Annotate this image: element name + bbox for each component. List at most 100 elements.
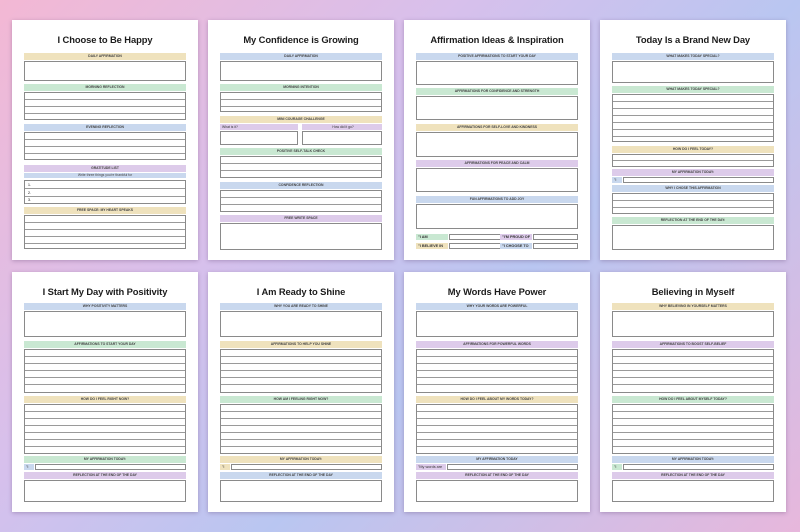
prompt-proud: "I'M PROUD OF — [500, 234, 532, 240]
write-lines[interactable] — [220, 404, 382, 454]
write-box[interactable] — [416, 311, 578, 337]
write-box[interactable] — [416, 61, 578, 85]
write-lines[interactable] — [220, 92, 382, 112]
section-header-affirmation: MY AFFIRMATION TODAY — [416, 456, 578, 463]
write-box[interactable] — [416, 480, 578, 502]
page-title: I Am Ready to Shine — [256, 286, 346, 297]
how-label: How did it go? — [302, 124, 382, 130]
write-lines[interactable] — [612, 404, 774, 454]
write-box[interactable] — [220, 131, 298, 145]
prompt-believe: "I BELIEVE IN — [416, 243, 448, 249]
section-header-affirmation: MY AFFIRMATION TODAY: — [612, 456, 774, 463]
section-header-feel: HOW DO I FEEL RIGHT NOW? — [24, 396, 186, 403]
affirmation-input[interactable] — [623, 464, 774, 470]
section-header-feel: HOW DO I FEEL ABOUT MYSELF TODAY? — [612, 396, 774, 403]
section-header-why: WHY POSITIVITY MATTERS — [24, 303, 186, 310]
section-header-mini-challenge: MINI COURAGE CHALLENGE — [220, 116, 382, 123]
gratitude-number: 3. — [28, 198, 31, 202]
section-header-confidence: CONFIDENCE REFLECTION — [220, 182, 382, 189]
section-header-free-write: FREE WRITE SPACE — [220, 215, 382, 222]
i-am-label: "I am — [220, 464, 230, 475]
write-lines[interactable] — [416, 349, 578, 393]
write-lines[interactable] — [24, 215, 186, 249]
affirmation-input[interactable] — [447, 464, 578, 470]
write-box[interactable] — [220, 480, 382, 502]
prompt-i-am: "I AM — [416, 234, 448, 240]
section-header-reflection: REFLECTION AT THE END OF THE DAY: — [612, 217, 774, 224]
affirmation-input[interactable] — [623, 177, 774, 183]
prompt-choose: "I CHOOSE TO — [500, 243, 532, 249]
planner-page-7: My Words Have Power WHY YOUR WORDS ARE P… — [404, 272, 590, 512]
write-lines[interactable] — [612, 349, 774, 393]
planner-page-3: Affirmation Ideas & Inspiration POSITIVE… — [404, 20, 590, 260]
write-box[interactable] — [220, 61, 382, 81]
section-header-why: WHY I CHOSE THIS AFFIRMATION — [612, 185, 774, 192]
i-am-label: "I am — [612, 177, 622, 188]
section-header-reflection: REFLECTION AT THE END OF THE DAY — [416, 472, 578, 479]
section-header-reflection: REFLECTION AT THE END OF THE DAY — [220, 472, 382, 479]
write-lines[interactable] — [612, 94, 774, 142]
write-box[interactable] — [24, 61, 186, 81]
write-box[interactable] — [24, 311, 186, 337]
page-title: Affirmation Ideas & Inspiration — [430, 34, 564, 45]
prompt-input[interactable] — [449, 234, 502, 240]
section-header-reflection: REFLECTION AT THE END OF THE DAY — [612, 472, 774, 479]
affirmation-input[interactable] — [231, 464, 382, 470]
write-lines[interactable] — [220, 190, 382, 212]
section-header-feel: HOW DO I FEEL TODAY? — [612, 146, 774, 153]
section-header-why: WHY YOU ARE READY TO SHINE — [220, 303, 382, 310]
write-lines[interactable] — [24, 404, 186, 454]
write-box[interactable] — [24, 480, 186, 502]
gratitude-list[interactable]: 1. 2. 3. — [24, 180, 186, 204]
section-header-gratitude: GRATITUDE LIST — [24, 165, 186, 172]
write-box[interactable] — [220, 311, 382, 337]
section-header-affirm: AFFIRMATIONS TO BOOST SELF-BELIEF — [612, 341, 774, 348]
page-title: My Words Have Power — [447, 286, 547, 297]
section-header-free: FREE SPACE: MY HEART SPEAKS — [24, 207, 186, 214]
affirmation-input[interactable] — [35, 464, 186, 470]
page-title: My Confidence is Growing — [243, 34, 359, 45]
page-title: Believing in Myself — [651, 286, 735, 297]
planner-page-8: Believing in Myself WHY BELIEVING IN YOU… — [600, 272, 786, 512]
section-header-affirm: AFFIRMATIONS FOR POWERFUL WORDS — [416, 341, 578, 348]
write-lines[interactable] — [24, 132, 186, 160]
prompt-input[interactable] — [533, 234, 578, 240]
write-box[interactable] — [416, 96, 578, 120]
section-header-selftalk: POSITIVE SELF-TALK CHECK — [220, 148, 382, 155]
section-header-special: WHAT MAKES TODAY SPECIAL? — [612, 53, 774, 60]
section-header-why: WHY YOUR WORDS ARE POWERFUL — [416, 303, 578, 310]
write-box[interactable] — [612, 480, 774, 502]
prompt-input[interactable] — [533, 243, 578, 249]
section-header-start: POSITIVE AFFIRMATIONS TO START YOUR DAY — [416, 53, 578, 60]
write-lines[interactable] — [612, 193, 774, 214]
write-lines[interactable] — [220, 349, 382, 393]
write-lines[interactable] — [24, 349, 186, 393]
write-lines[interactable] — [416, 404, 578, 454]
section-header-reflection: REFLECTION AT THE END OF THE DAY — [24, 472, 186, 479]
write-box[interactable] — [416, 204, 578, 229]
write-box[interactable] — [612, 61, 774, 83]
section-header-affirm: AFFIRMATIONS TO HELP YOU SHINE — [220, 341, 382, 348]
section-header-affirm: AFFIRMATIONS TO START YOUR DAY — [24, 341, 186, 348]
section-header-feel: HOW DO I FEEL ABOUT MY WORDS TODAY? — [416, 396, 578, 403]
what-label: What is it? — [220, 124, 298, 130]
section-header-daily: DAILY AFFIRMATION — [220, 53, 382, 60]
write-lines[interactable] — [612, 154, 774, 167]
section-header-affirmation: MY AFFIRMATION TODAY: — [612, 169, 774, 176]
section-header-evening: EVENING REFLECTION — [24, 124, 186, 131]
section-header-feel: HOW AM I FEELING RIGHT NOW? — [220, 396, 382, 403]
section-header-fun: FUN AFFIRMATIONS TO ADD JOY — [416, 196, 578, 203]
prompt-input[interactable] — [449, 243, 502, 249]
write-box[interactable] — [220, 223, 382, 250]
write-box[interactable] — [416, 132, 578, 157]
write-lines[interactable] — [220, 156, 382, 178]
write-box[interactable] — [612, 311, 774, 337]
write-box[interactable] — [612, 225, 774, 250]
write-box[interactable] — [302, 131, 382, 145]
planner-page-1: I Choose to Be Happy DAILY AFFIRMATION M… — [12, 20, 198, 260]
planner-page-2: My Confidence is Growing DAILY AFFIRMATI… — [208, 20, 394, 260]
gratitude-subheader: Write three things you're thankful for — [24, 173, 186, 178]
page-title: Today Is a Brand New Day — [635, 34, 751, 45]
write-box[interactable] — [416, 168, 578, 192]
write-lines[interactable] — [24, 92, 186, 120]
